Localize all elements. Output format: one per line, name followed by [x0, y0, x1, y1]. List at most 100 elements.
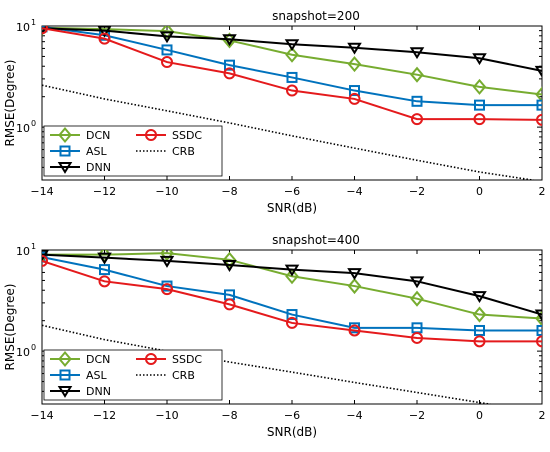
- data-point-dnn: [159, 255, 175, 268]
- legend-item-ssdc: SSDC: [136, 129, 202, 142]
- x-tick-label: 0: [476, 409, 483, 422]
- data-point-ssdc: [286, 316, 298, 329]
- data-point-ssdc: [536, 335, 542, 348]
- data-point-dnn: [97, 252, 112, 265]
- data-point-ssdc: [411, 113, 423, 126]
- legend-label: DCN: [86, 129, 110, 142]
- legend-label: CRB: [172, 369, 195, 382]
- x-tick-label: −10: [155, 185, 178, 198]
- data-point-dcn: [535, 86, 542, 103]
- data-point-dnn: [534, 309, 542, 322]
- data-point-asl: [536, 99, 542, 111]
- data-point-asl: [536, 324, 542, 336]
- data-point-ssdc: [98, 32, 111, 45]
- y-tick-label: 10 0: [16, 343, 36, 359]
- data-point-dnn: [284, 39, 300, 52]
- legend-label: DCN: [86, 353, 110, 366]
- data-point-ssdc: [98, 275, 111, 288]
- legend-marker: [58, 126, 72, 144]
- legend-item-dcn: DCN: [50, 350, 110, 368]
- series-line-crb: [42, 84, 538, 180]
- x-tick-label: −8: [221, 409, 237, 422]
- y-tick-base: 10: [16, 245, 30, 258]
- series-line-dnn: [42, 27, 542, 72]
- data-point-dnn: [534, 65, 542, 78]
- data-point-asl: [349, 85, 360, 97]
- legend-marker: [145, 353, 157, 365]
- data-point-dcn: [222, 251, 237, 268]
- data-point-ssdc: [536, 113, 542, 126]
- data-point-dnn: [42, 250, 50, 262]
- legend-marker: [145, 129, 157, 141]
- data-point-ssdc: [348, 324, 361, 337]
- legend-marker: [59, 145, 71, 157]
- series-line-crb: [42, 324, 495, 404]
- x-tick-label: −10: [155, 409, 178, 422]
- data-point-ssdc: [223, 298, 236, 311]
- legend-label: SSDC: [172, 353, 202, 366]
- legend-label: CRB: [172, 145, 195, 158]
- x-tick-label: 2: [539, 185, 546, 198]
- chart-title: snapshot=400: [272, 233, 360, 247]
- x-axis-label: SNR(dB): [267, 425, 317, 439]
- data-point-asl: [161, 44, 173, 56]
- series-group: [42, 250, 542, 404]
- legend-marker: [57, 386, 73, 398]
- x-tick-label: −14: [30, 185, 53, 198]
- legend-label: DNN: [86, 385, 111, 398]
- legend-item-asl: ASL: [50, 145, 108, 158]
- y-axis-label: RMSE(Degree): [3, 60, 17, 147]
- y-tick-label: 10 1: [16, 242, 36, 258]
- legend-item-dnn: DNN: [50, 385, 111, 398]
- x-tick-label: −4: [346, 409, 362, 422]
- legend-marker: [57, 162, 73, 174]
- data-point-asl: [224, 59, 235, 71]
- x-tick-label: −2: [409, 185, 425, 198]
- data-point-dcn: [472, 306, 487, 323]
- y-tick-label: 10 0: [16, 119, 36, 135]
- legend-marker: [59, 369, 71, 381]
- series-line-dnn: [42, 253, 542, 316]
- data-point-dcn: [347, 56, 362, 73]
- legend-label: SSDC: [172, 129, 202, 142]
- legend-item-dnn: DNN: [50, 161, 111, 174]
- y-tick-exponent: 0: [31, 119, 36, 128]
- data-point-ssdc: [161, 283, 173, 296]
- data-point-dcn: [472, 78, 487, 95]
- legend-item-ssdc: SSDC: [136, 353, 202, 366]
- x-axis-label: SNR(dB): [267, 201, 317, 215]
- data-point-dnn: [409, 276, 425, 289]
- data-point-dcn: [535, 310, 542, 327]
- chart-title: snapshot=200: [272, 9, 360, 23]
- data-point-asl: [286, 71, 298, 83]
- series-line-asl: [42, 256, 542, 332]
- x-tick-label: −2: [409, 409, 425, 422]
- x-tick-label: −12: [93, 409, 116, 422]
- data-point-ssdc: [42, 26, 48, 35]
- x-tick-label: −6: [284, 409, 300, 422]
- data-point-ssdc: [161, 56, 173, 69]
- data-point-ssdc: [286, 84, 298, 97]
- data-point-dcn: [285, 268, 299, 285]
- legend-label: DNN: [86, 161, 111, 174]
- series-line-dcn: [42, 26, 542, 96]
- legend-marker: [58, 350, 72, 368]
- x-tick-label: −6: [284, 185, 300, 198]
- series-line-ssdc: [42, 27, 542, 121]
- x-tick-label: −14: [30, 409, 53, 422]
- legend: DCN SSDC ASL CRB DNN: [43, 125, 223, 177]
- legend-label: ASL: [86, 145, 108, 158]
- y-tick-exponent: 1: [31, 18, 36, 27]
- data-point-dnn: [409, 47, 425, 60]
- data-point-asl: [474, 99, 485, 111]
- series-line-asl: [42, 26, 542, 107]
- data-point-dnn: [284, 264, 300, 277]
- x-tick-label: −4: [346, 185, 362, 198]
- data-point-asl: [474, 324, 485, 336]
- data-point-dcn: [410, 290, 424, 307]
- y-tick-base: 10: [16, 122, 30, 135]
- legend-item-crb: CRB: [136, 145, 195, 158]
- data-point-dcn: [285, 46, 299, 63]
